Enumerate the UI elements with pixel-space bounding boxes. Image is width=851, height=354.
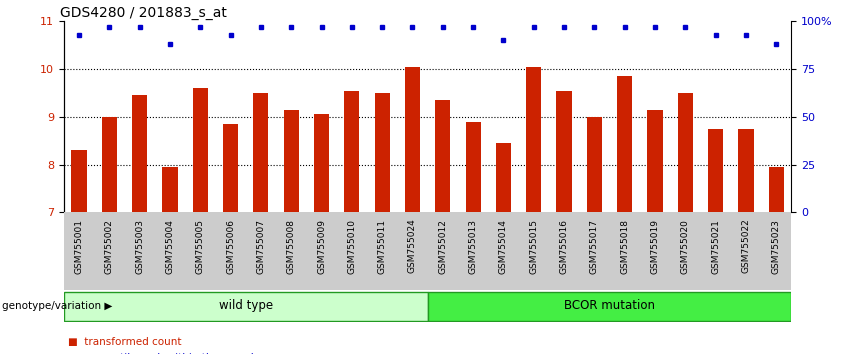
Bar bbox=[192, 88, 208, 212]
Bar bbox=[708, 129, 723, 212]
Text: GSM755010: GSM755010 bbox=[347, 219, 357, 274]
Text: GSM755021: GSM755021 bbox=[711, 219, 720, 274]
Bar bbox=[102, 117, 117, 212]
Text: GSM755019: GSM755019 bbox=[650, 219, 660, 274]
Text: GSM755004: GSM755004 bbox=[165, 219, 174, 274]
Bar bbox=[587, 117, 602, 212]
Text: genotype/variation ▶: genotype/variation ▶ bbox=[2, 301, 112, 311]
Bar bbox=[374, 93, 390, 212]
Text: GDS4280 / 201883_s_at: GDS4280 / 201883_s_at bbox=[60, 6, 227, 20]
Text: GSM755015: GSM755015 bbox=[529, 219, 538, 274]
Text: GSM755005: GSM755005 bbox=[196, 219, 205, 274]
Bar bbox=[254, 93, 268, 212]
Bar bbox=[223, 124, 238, 212]
Text: ■  percentile rank within the sample: ■ percentile rank within the sample bbox=[68, 353, 260, 354]
Bar bbox=[677, 93, 693, 212]
Text: GSM755024: GSM755024 bbox=[408, 219, 417, 273]
Bar bbox=[648, 110, 663, 212]
Bar bbox=[163, 167, 178, 212]
Text: BCOR mutation: BCOR mutation bbox=[564, 299, 655, 312]
Bar bbox=[435, 100, 450, 212]
Text: ■  transformed count: ■ transformed count bbox=[68, 337, 181, 347]
Text: GSM755001: GSM755001 bbox=[75, 219, 83, 274]
Bar bbox=[557, 91, 572, 212]
Text: GSM755007: GSM755007 bbox=[256, 219, 266, 274]
Bar bbox=[739, 129, 753, 212]
Text: GSM755006: GSM755006 bbox=[226, 219, 235, 274]
Bar bbox=[132, 95, 147, 212]
Bar bbox=[283, 110, 299, 212]
Text: GSM755012: GSM755012 bbox=[438, 219, 448, 274]
Text: GSM755009: GSM755009 bbox=[317, 219, 326, 274]
Bar bbox=[405, 67, 420, 212]
Text: GSM755011: GSM755011 bbox=[378, 219, 386, 274]
Text: GSM755022: GSM755022 bbox=[741, 219, 751, 273]
Bar bbox=[465, 122, 481, 212]
Bar bbox=[768, 167, 784, 212]
Bar bbox=[314, 114, 329, 212]
Text: GSM755002: GSM755002 bbox=[105, 219, 114, 274]
Text: GSM755017: GSM755017 bbox=[590, 219, 599, 274]
Bar bbox=[71, 150, 87, 212]
Text: GSM755003: GSM755003 bbox=[135, 219, 144, 274]
Bar bbox=[64, 292, 427, 321]
Bar bbox=[427, 292, 791, 321]
Text: GSM755023: GSM755023 bbox=[772, 219, 780, 274]
Bar bbox=[526, 67, 541, 212]
Bar bbox=[345, 91, 359, 212]
Bar bbox=[617, 76, 632, 212]
Text: GSM755014: GSM755014 bbox=[499, 219, 508, 274]
Text: GSM755020: GSM755020 bbox=[681, 219, 690, 274]
Bar bbox=[496, 143, 511, 212]
Text: wild type: wild type bbox=[219, 299, 273, 312]
Text: GSM755018: GSM755018 bbox=[620, 219, 629, 274]
Text: GSM755013: GSM755013 bbox=[469, 219, 477, 274]
Text: GSM755016: GSM755016 bbox=[560, 219, 568, 274]
Text: GSM755008: GSM755008 bbox=[287, 219, 295, 274]
